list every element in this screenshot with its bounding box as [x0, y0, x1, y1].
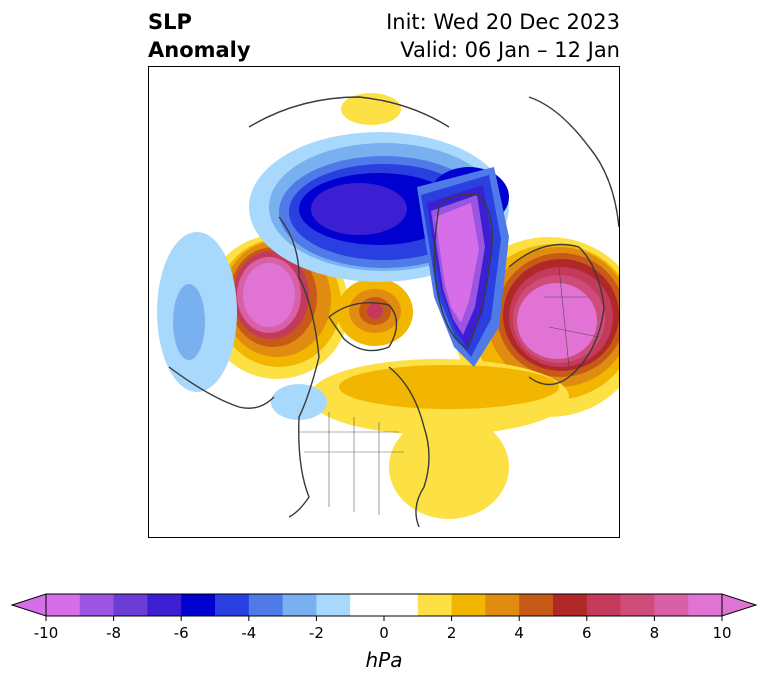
- colorbar-segment: [282, 594, 317, 616]
- colorbar: -10 -8 -6 -4 -2 0 2 4 6 8 10 hPa: [0, 586, 768, 686]
- colorbar-segment: [350, 594, 385, 616]
- colorbar-segment: [688, 594, 723, 616]
- colorbar-tick-label: -4: [241, 624, 256, 642]
- colorbar-segment: [147, 594, 182, 616]
- colorbar-segment: [215, 594, 250, 616]
- positive-anomaly-eastern-us: [309, 359, 569, 519]
- colorbar-extend-high: [721, 593, 758, 617]
- colorbar-segment: [485, 594, 520, 616]
- colorbar-tick-label: -8: [106, 624, 121, 642]
- colorbar-segment: [384, 594, 419, 616]
- colorbar-tick-label: 0: [379, 624, 389, 642]
- colorbar-svg: -10 -8 -6 -4 -2 0 2 4 6 8 10 hPa: [10, 593, 758, 672]
- colorbar-segment: [586, 594, 621, 616]
- title-line-2: Anomaly: [148, 38, 251, 62]
- colorbar-segment: [417, 594, 452, 616]
- colorbar-segment: [46, 594, 81, 616]
- colorbar-tick-label: 8: [650, 624, 660, 642]
- map-panel: [148, 66, 620, 538]
- colorbar-tick-label: -6: [174, 624, 189, 642]
- colorbar-label: hPa: [366, 648, 403, 672]
- negative-anomaly-pacific: [157, 232, 327, 420]
- colorbar-extend-low: [10, 593, 47, 617]
- colorbar-segment: [248, 594, 283, 616]
- colorbar-tick-label: 10: [712, 624, 731, 642]
- colorbar-segment: [553, 594, 588, 616]
- colorbar-segment: [620, 594, 655, 616]
- colorbar-segment: [451, 594, 486, 616]
- colorbar-segment: [113, 594, 148, 616]
- colorbar-segment: [519, 594, 554, 616]
- positive-anomaly-hudson-bay: [337, 278, 413, 346]
- colorbar-tick-label: -2: [309, 624, 324, 642]
- borders: [299, 266, 600, 515]
- colorbar-tick-label: 2: [447, 624, 457, 642]
- colorbar-tick-label: -10: [34, 624, 59, 642]
- title-line-1: SLP: [148, 10, 192, 34]
- chart-title: SLP Anomaly: [148, 8, 251, 64]
- colorbar-segment: [79, 594, 114, 616]
- colorbar-tick-label: 6: [582, 624, 592, 642]
- coastlines: [168, 96, 619, 528]
- valid-range: Valid: 06 Jan – 12 Jan: [400, 38, 620, 62]
- anomaly-map: [157, 93, 619, 528]
- date-info: Init: Wed 20 Dec 2023 Valid: 06 Jan – 12…: [386, 8, 620, 64]
- colorbar-segment: [181, 594, 216, 616]
- init-date: Init: Wed 20 Dec 2023: [386, 10, 620, 34]
- colorbar-tick-label: 4: [514, 624, 524, 642]
- colorbar-segment: [654, 594, 689, 616]
- colorbar-segment: [316, 594, 351, 616]
